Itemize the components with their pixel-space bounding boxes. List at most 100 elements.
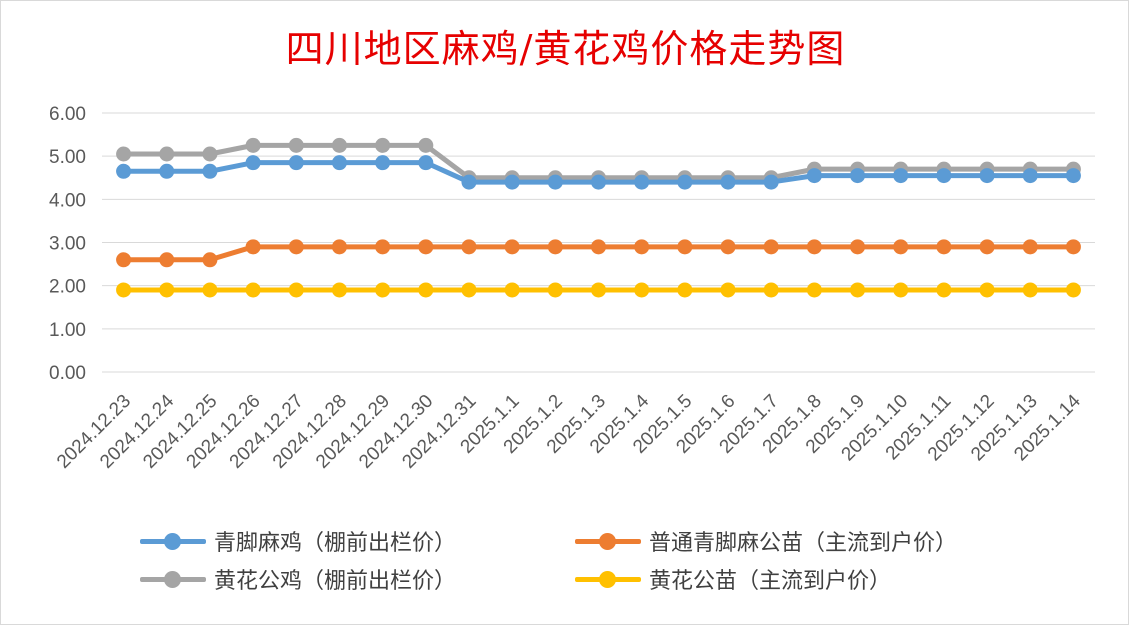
data-point: [116, 252, 132, 268]
data-point: [331, 282, 347, 298]
legend-label-0: 青脚麻鸡（棚前出栏价）: [214, 531, 457, 556]
data-point: [893, 168, 909, 184]
data-point: [202, 252, 218, 268]
data-point: [375, 155, 391, 171]
data-point: [591, 282, 606, 298]
data-point: [763, 282, 779, 298]
data-point: [979, 282, 995, 298]
data-point: [116, 146, 132, 162]
data-point: [677, 174, 693, 190]
data-point: [936, 168, 952, 184]
data-point: [331, 239, 347, 255]
data-point: [634, 282, 650, 298]
data-point: [202, 282, 218, 298]
series-0: [116, 155, 1081, 190]
data-point: [893, 282, 909, 298]
data-point: [1065, 239, 1081, 255]
legend-swatch-2: [140, 564, 206, 594]
legend-label-2: 黄花公鸡（棚前出栏价）: [214, 569, 457, 594]
data-point: [288, 155, 304, 171]
data-point: [634, 174, 650, 190]
data-point: [504, 239, 520, 255]
y-tick-label: 1.00: [49, 320, 86, 341]
data-point: [591, 174, 606, 190]
data-point: [634, 239, 650, 255]
data-point: [547, 174, 563, 190]
data-point: [504, 174, 520, 190]
y-tick-label: 0.00: [49, 363, 86, 384]
data-point: [677, 239, 693, 255]
data-point: [159, 146, 175, 162]
y-tick-label: 4.00: [49, 190, 86, 211]
data-point: [547, 282, 563, 298]
data-point: [288, 282, 304, 298]
data-point: [806, 282, 822, 298]
data-point: [461, 282, 477, 298]
data-point: [116, 282, 132, 298]
data-point: [375, 282, 391, 298]
data-point: [850, 282, 866, 298]
legend-item-series-1: 普通青脚麻公苗（主流到户价）: [575, 526, 957, 556]
data-point: [850, 168, 866, 184]
y-tick-label: 6.00: [49, 104, 86, 125]
y-tick-label: 3.00: [49, 234, 86, 255]
data-point: [116, 163, 132, 179]
data-point: [159, 163, 175, 179]
data-point: [245, 282, 261, 298]
legend-item-series-3: 黄花公苗（主流到户价）: [575, 564, 891, 594]
data-point: [850, 239, 866, 255]
series-1: [116, 239, 1081, 268]
data-point: [720, 282, 736, 298]
data-point: [591, 239, 606, 255]
data-point: [1022, 168, 1038, 184]
chart-title: 四川地区麻鸡/黄花鸡价格走势图: [285, 27, 846, 71]
legend-swatch-3: [575, 564, 641, 594]
data-point: [418, 137, 434, 153]
legend-item-series-0: 青脚麻鸡（棚前出栏价）: [140, 526, 456, 556]
data-point: [936, 239, 952, 255]
legend-swatch-0: [140, 526, 206, 556]
data-point: [418, 282, 434, 298]
data-point: [1065, 168, 1081, 184]
data-point: [159, 252, 175, 268]
data-point: [245, 155, 261, 171]
y-axis-ticks: 0.00 1.00 2.00 3.00 4.00 5.00 6.00: [49, 104, 86, 384]
data-point: [418, 155, 434, 171]
data-point: [202, 163, 218, 179]
data-point: [1022, 239, 1038, 255]
data-point: [936, 282, 952, 298]
data-point: [245, 239, 261, 255]
legend-label-1: 普通青脚麻公苗（主流到户价）: [649, 531, 958, 556]
legend-label-3: 黄花公苗（主流到户价）: [649, 569, 892, 594]
data-point: [547, 239, 563, 255]
data-point: [331, 155, 347, 171]
y-tick-label: 5.00: [49, 147, 86, 168]
data-point: [202, 146, 218, 162]
data-point: [677, 282, 693, 298]
data-point: [763, 174, 779, 190]
data-point: [504, 282, 520, 298]
data-point: [418, 239, 434, 255]
series-group: [116, 137, 1081, 298]
data-point: [375, 137, 391, 153]
data-point: [331, 137, 347, 153]
y-tick-label: 2.00: [49, 277, 86, 298]
data-point: [461, 174, 477, 190]
data-point: [763, 239, 779, 255]
legend-item-series-2: 黄花公鸡（棚前出栏价）: [140, 564, 456, 594]
data-point: [893, 239, 909, 255]
data-point: [720, 239, 736, 255]
data-point: [288, 239, 304, 255]
data-point: [979, 168, 995, 184]
data-point: [1022, 282, 1038, 298]
data-point: [806, 239, 822, 255]
data-point: [461, 239, 477, 255]
data-point: [245, 137, 261, 153]
data-point: [159, 282, 175, 298]
data-point: [806, 168, 822, 184]
data-point: [1065, 282, 1081, 298]
legend-swatch-1: [575, 526, 641, 556]
